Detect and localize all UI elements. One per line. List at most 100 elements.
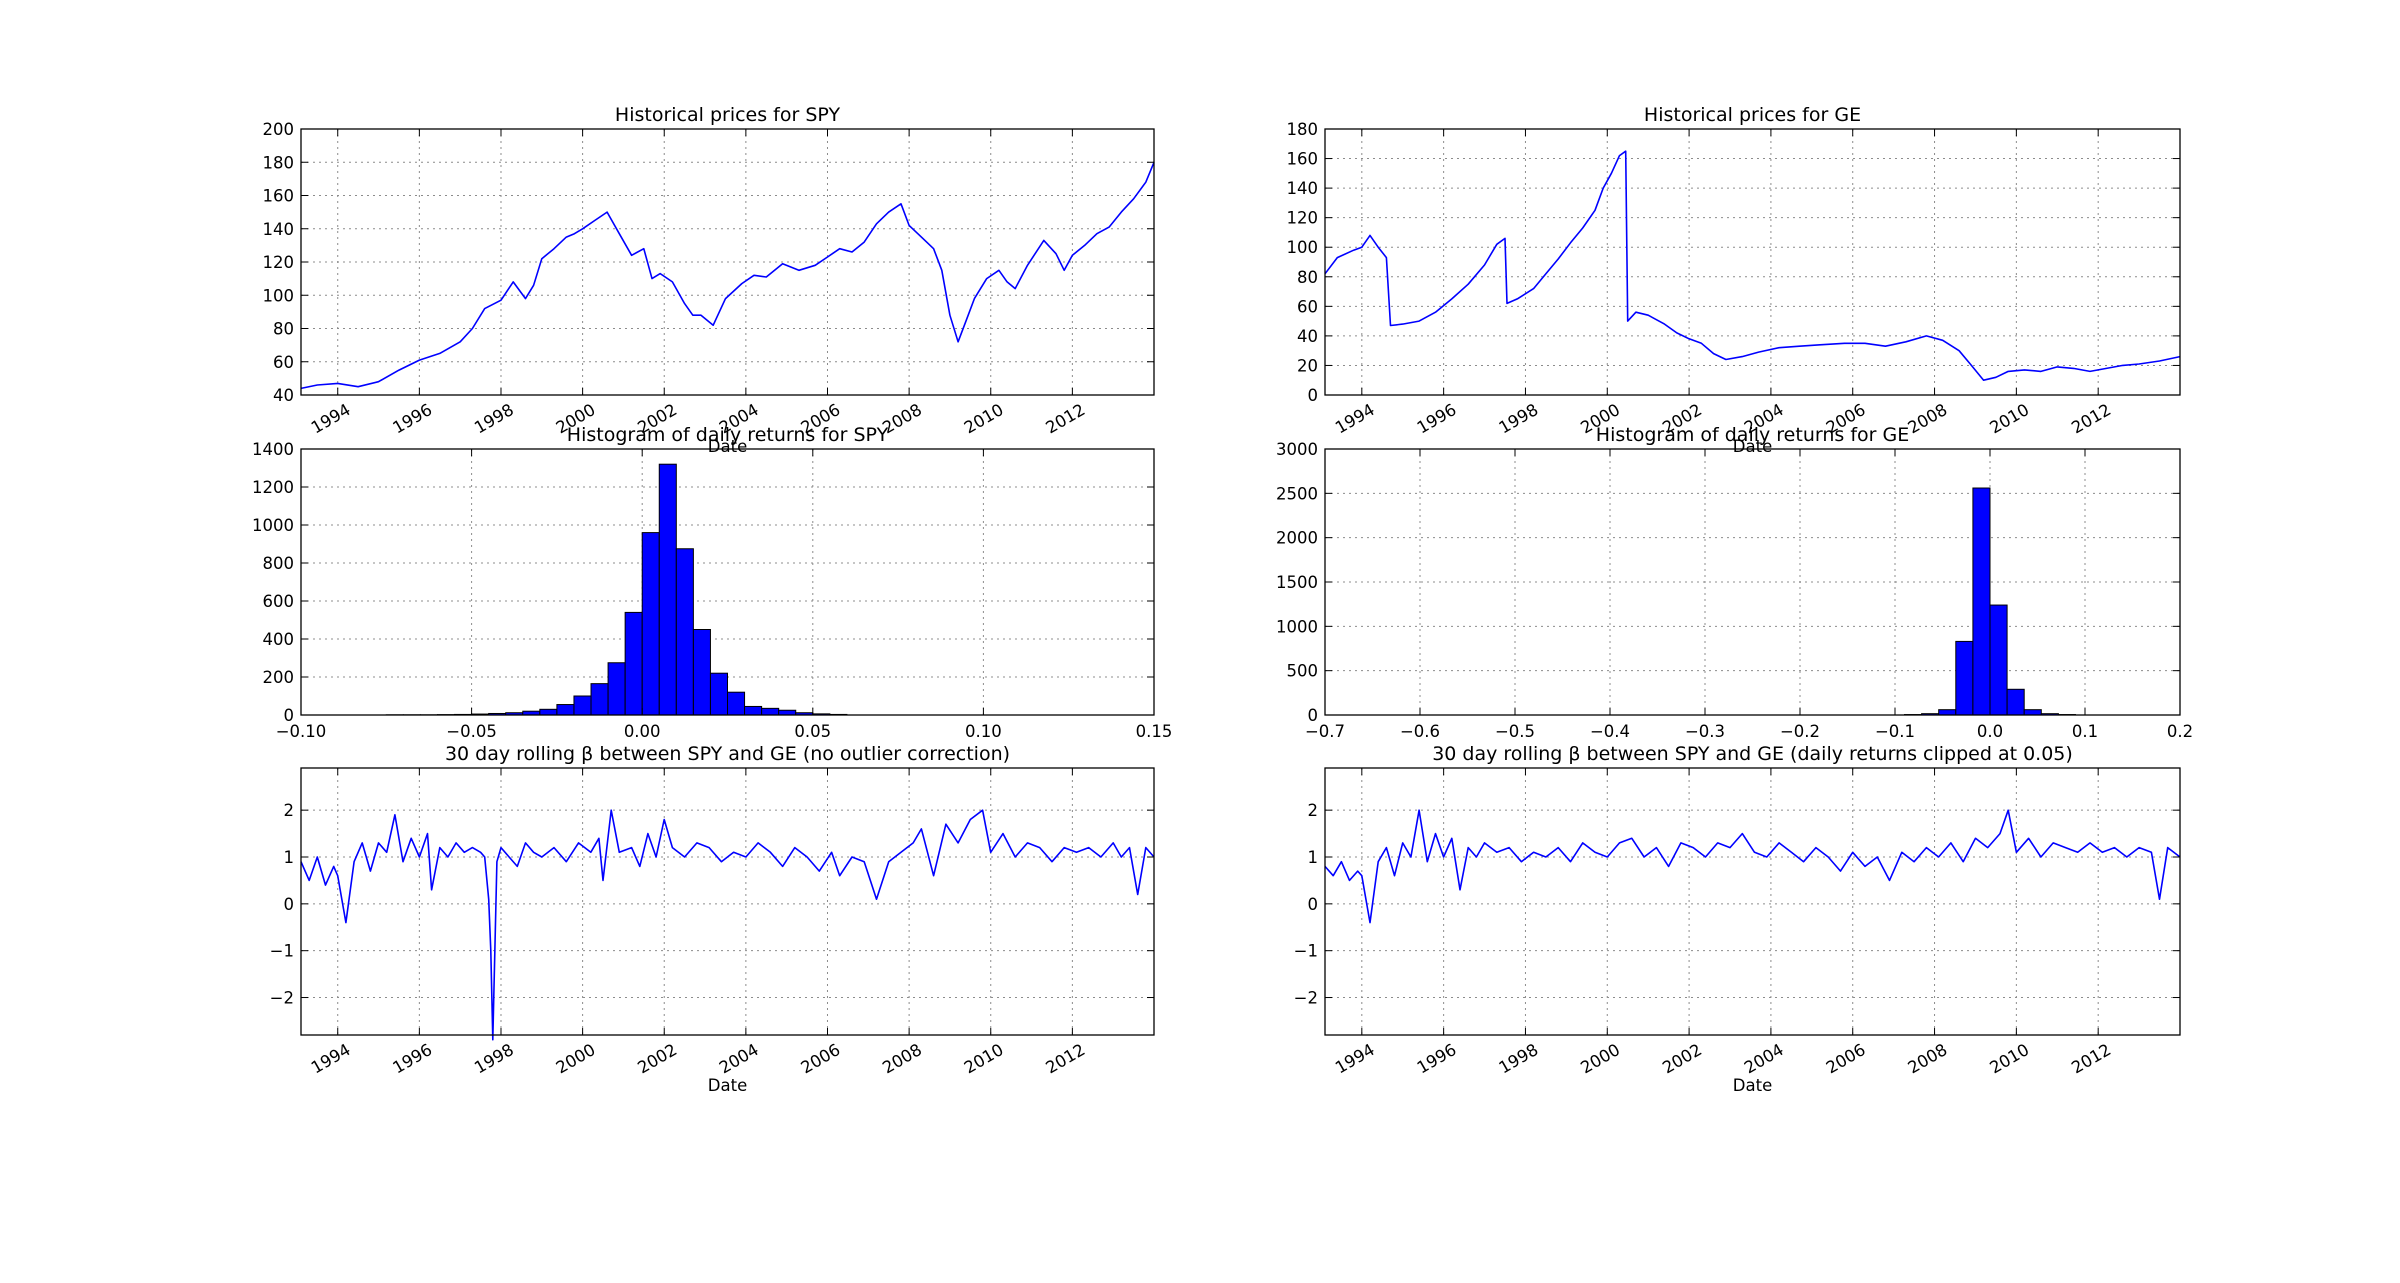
y-tick-label: 2 bbox=[1308, 801, 1319, 820]
y-tick-label: 0 bbox=[1308, 386, 1319, 405]
y-tick-label: 1 bbox=[1308, 848, 1319, 867]
panel-beta-clipped: −2 −1 0 1 2 1994 1996 1998 2000 2002 2004 2006 2008 2… bbox=[1294, 743, 2181, 1095]
y-tick-label: 2000 bbox=[1276, 529, 1318, 548]
y-tick-label: 80 bbox=[273, 320, 294, 339]
x-tick-label: 1998 bbox=[1496, 1040, 1542, 1077]
y-tick-label: −1 bbox=[1294, 942, 1318, 961]
x-tick-label: 0.2 bbox=[2167, 722, 2193, 741]
x-tick-label: −0.3 bbox=[1685, 722, 1725, 741]
x-tick-label: −0.2 bbox=[1780, 722, 1820, 741]
y-tick-label: 160 bbox=[263, 187, 295, 206]
plot-frame bbox=[1324, 128, 2181, 396]
y-tick-label: 60 bbox=[273, 353, 294, 372]
y-tick-label: 0 bbox=[1308, 706, 1319, 725]
x-tick-label: 2006 bbox=[1823, 1040, 1869, 1077]
y-tick-label: 140 bbox=[1287, 179, 1319, 198]
y-tick-label: 100 bbox=[263, 286, 295, 305]
histogram-bar bbox=[744, 705, 763, 716]
y-tick-label: −2 bbox=[1294, 989, 1318, 1008]
y-tick-label: 200 bbox=[263, 668, 295, 687]
x-tick-label: −0.7 bbox=[1305, 722, 1345, 741]
histogram-bar bbox=[539, 708, 558, 716]
histogram-bar bbox=[2006, 688, 2025, 716]
y-tick-label: 2500 bbox=[1276, 484, 1318, 503]
chart-title: Histogram of daily returns for GE bbox=[1596, 424, 1909, 446]
x-tick-label: 1998 bbox=[471, 400, 517, 437]
x-tick-label: 1996 bbox=[1414, 1040, 1460, 1077]
series-line bbox=[1324, 150, 2181, 382]
histogram-bar bbox=[778, 709, 797, 716]
y-tick-label: 500 bbox=[1287, 662, 1319, 681]
x-tick-label: 2010 bbox=[1986, 1040, 2032, 1077]
x-tick-label: 2012 bbox=[1043, 1040, 1089, 1077]
x-tick-label: −0.6 bbox=[1400, 722, 1440, 741]
y-tick-label: 0 bbox=[284, 706, 295, 725]
x-tick-label: 2010 bbox=[1986, 400, 2032, 437]
panel-beta-raw: −2 −1 0 1 2 1994 1996 1998 2000 2002 2004 2006 2008 2… bbox=[270, 743, 1155, 1095]
chart-title: Historical prices for GE bbox=[1644, 104, 1861, 126]
y-tick-label: 20 bbox=[1297, 356, 1318, 375]
y-tick-label: 1400 bbox=[252, 440, 294, 459]
y-tick-label: 80 bbox=[1297, 268, 1318, 287]
histogram-bar bbox=[1955, 640, 1974, 716]
series-line bbox=[1324, 809, 2181, 924]
chart-title: 30 day rolling β between SPY and GE (no … bbox=[445, 743, 1010, 765]
x-tick-label: 2010 bbox=[961, 400, 1007, 437]
plot-frame bbox=[300, 448, 1155, 716]
y-tick-label: 1500 bbox=[1276, 573, 1318, 592]
histogram-bar bbox=[590, 683, 609, 716]
x-tick-label: 0.10 bbox=[965, 722, 1002, 741]
series-line bbox=[300, 161, 1155, 390]
x-tick-label: −0.5 bbox=[1495, 722, 1535, 741]
histogram-bar bbox=[1938, 709, 1957, 716]
y-tick-label: 2 bbox=[284, 801, 295, 820]
x-tick-label: 2008 bbox=[1905, 400, 1951, 437]
x-tick-label: 2008 bbox=[879, 1040, 925, 1077]
histogram-bar bbox=[692, 629, 711, 716]
histogram-bar bbox=[1989, 604, 2008, 716]
chart-title: Historical prices for SPY bbox=[615, 104, 841, 126]
x-tick-label: 2004 bbox=[716, 1040, 762, 1077]
x-axis-label: Date bbox=[708, 437, 747, 456]
histogram-bar bbox=[727, 691, 746, 716]
y-tick-label: 40 bbox=[1297, 327, 1318, 346]
x-tick-label: 1998 bbox=[1496, 400, 1542, 437]
y-tick-label: 100 bbox=[1287, 238, 1319, 257]
x-tick-label: 2008 bbox=[1905, 1040, 1951, 1077]
x-tick-label: 2012 bbox=[1043, 400, 1089, 437]
y-tick-label: 800 bbox=[263, 554, 295, 573]
x-tick-label: −0.1 bbox=[1875, 722, 1915, 741]
x-tick-label: 2006 bbox=[798, 1040, 844, 1077]
histogram-bar bbox=[2023, 709, 2042, 716]
x-tick-label: 2002 bbox=[634, 1040, 680, 1077]
x-tick-label: 2000 bbox=[1577, 1040, 1623, 1077]
y-tick-label: 1200 bbox=[252, 478, 294, 497]
histogram-bar bbox=[624, 611, 643, 716]
histogram-bar bbox=[709, 672, 729, 716]
y-tick-label: 200 bbox=[263, 120, 295, 139]
x-tick-label: 2012 bbox=[2068, 1040, 2114, 1077]
y-tick-label: 1 bbox=[284, 848, 295, 867]
x-tick-label: 2012 bbox=[2068, 400, 2114, 437]
histogram-bar bbox=[641, 532, 660, 716]
x-tick-label: 1996 bbox=[389, 400, 435, 437]
y-tick-label: −2 bbox=[270, 989, 294, 1008]
x-tick-label: −0.05 bbox=[446, 722, 497, 741]
x-tick-label: 1996 bbox=[389, 1040, 435, 1077]
histogram-bar bbox=[675, 548, 694, 716]
y-tick-label: 400 bbox=[263, 630, 295, 649]
chart-title: 30 day rolling β between SPY and GE (dai… bbox=[1432, 743, 2073, 765]
histogram-bar bbox=[1972, 487, 1991, 716]
y-tick-label: 600 bbox=[263, 592, 295, 611]
plot-frame bbox=[1324, 767, 2181, 1036]
x-tick-label: 1998 bbox=[471, 1040, 517, 1077]
x-axis-label: Date bbox=[1733, 1076, 1772, 1095]
x-tick-label: 2000 bbox=[553, 1040, 599, 1077]
x-tick-label: 0.05 bbox=[794, 722, 831, 741]
x-tick-label: 1994 bbox=[1332, 400, 1378, 437]
x-tick-label: −0.10 bbox=[276, 722, 327, 741]
x-tick-label: 0.1 bbox=[2072, 722, 2098, 741]
y-tick-label: 1000 bbox=[252, 516, 294, 535]
